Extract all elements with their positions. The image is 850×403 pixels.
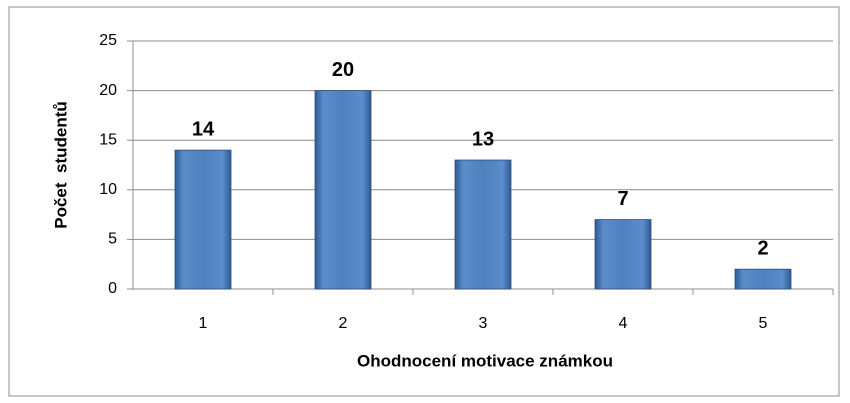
y-tick-label: 0 xyxy=(108,280,117,297)
y-tick-label: 10 xyxy=(99,181,117,198)
bar xyxy=(174,149,232,290)
x-tick-label: 4 xyxy=(619,315,628,332)
x-tick-label: 1 xyxy=(199,315,208,332)
chart-frame xyxy=(8,6,840,397)
bar xyxy=(594,219,652,290)
y-tick-label: 15 xyxy=(99,131,117,148)
bar xyxy=(454,159,512,290)
x-tick-label: 3 xyxy=(479,315,488,332)
data-label: 14 xyxy=(192,118,215,140)
data-label: 7 xyxy=(617,188,628,210)
bar xyxy=(734,268,792,290)
data-label: 2 xyxy=(757,237,768,259)
y-tick-label: 25 xyxy=(99,32,117,49)
data-label: 20 xyxy=(332,59,354,81)
x-axis-label: Ohodnocení motivace známkou xyxy=(357,351,613,370)
x-tick-label: 2 xyxy=(339,315,348,332)
y-tick-label: 5 xyxy=(108,231,117,248)
x-tick-label: 5 xyxy=(759,315,768,332)
y-axis-label: Počet studentů xyxy=(51,101,70,229)
data-label: 13 xyxy=(472,128,494,150)
bar xyxy=(314,90,372,290)
y-tick-label: 20 xyxy=(99,82,117,99)
